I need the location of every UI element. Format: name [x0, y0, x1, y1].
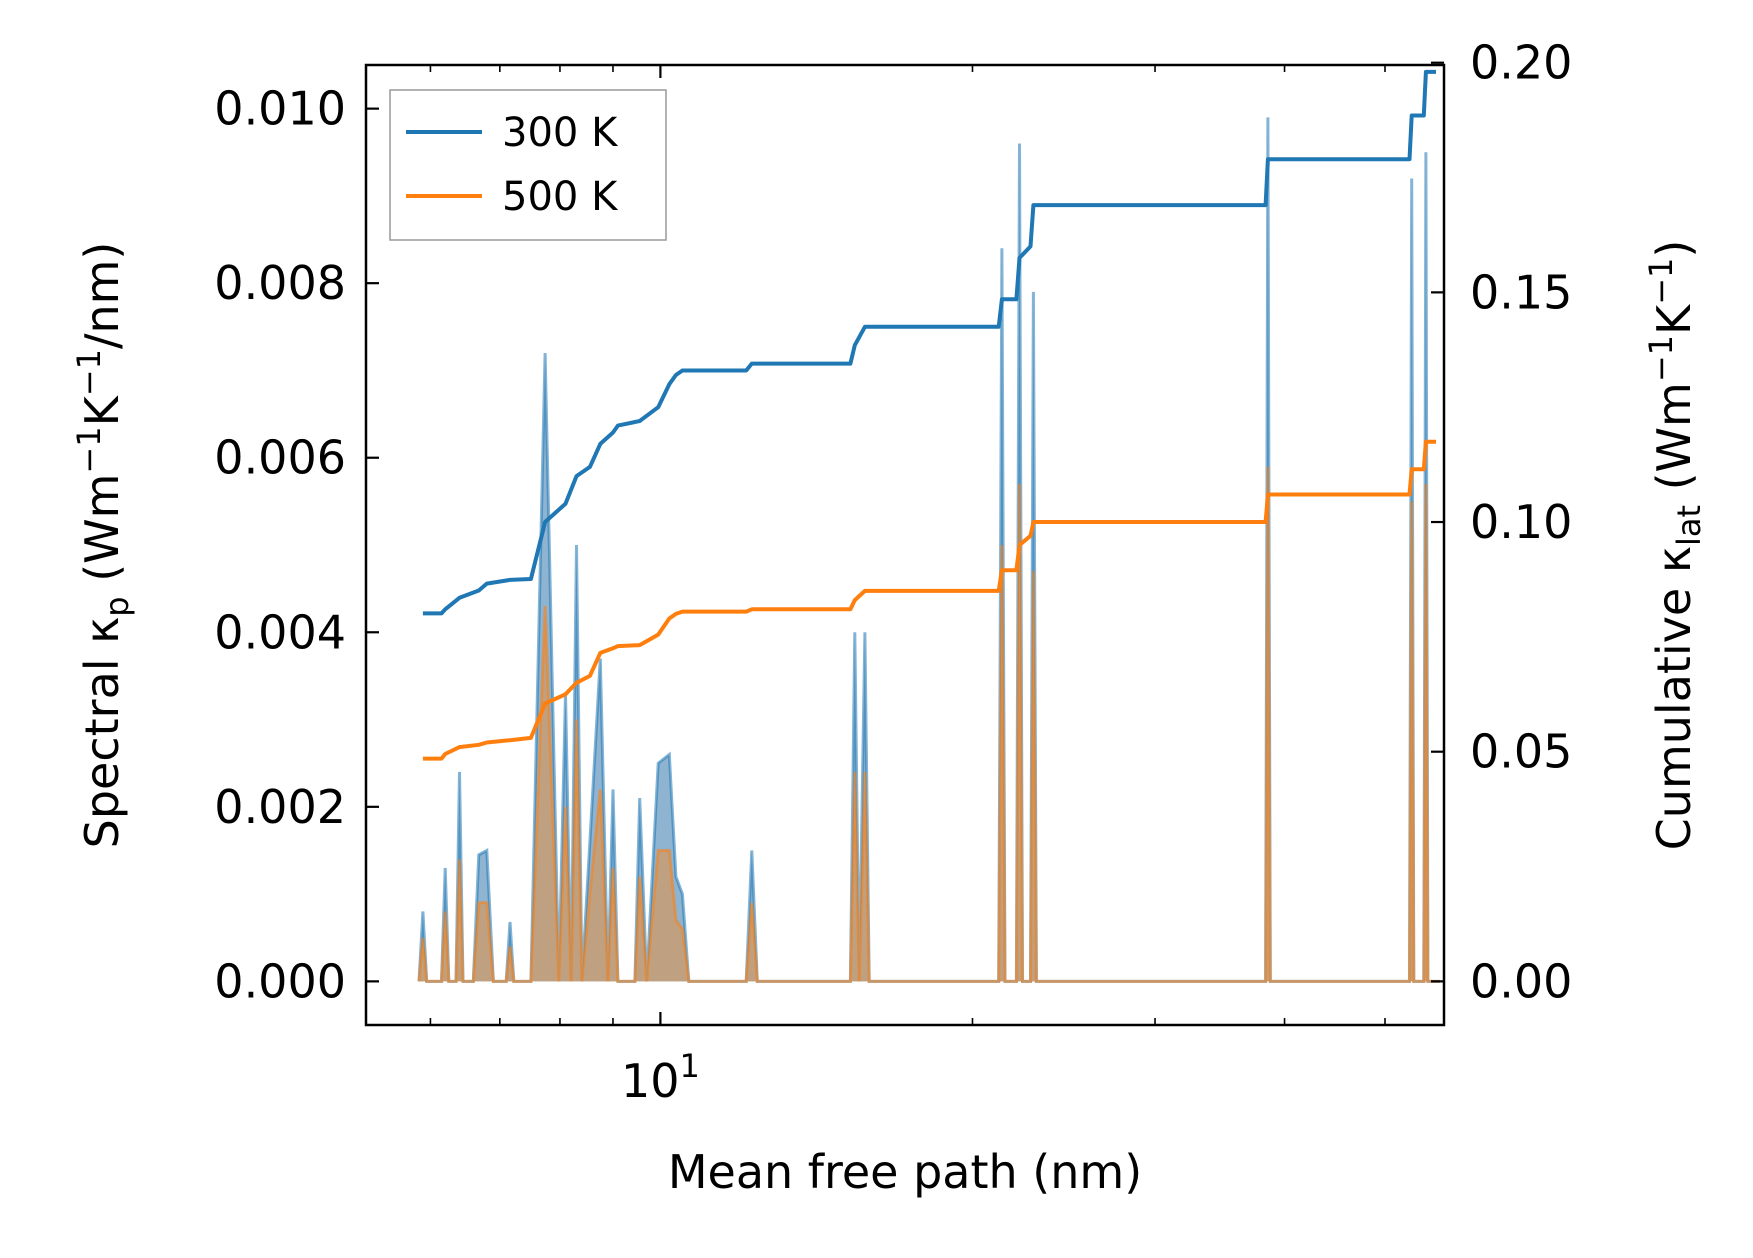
- y-right-tick-label: 0.05: [1470, 725, 1572, 779]
- x-tick-label-10: 101: [621, 1047, 700, 1108]
- y-left-tick-label: 0.008: [214, 256, 346, 310]
- legend: 300 K 500 K: [389, 89, 667, 241]
- legend-label-500k: 500 K: [502, 174, 619, 220]
- y-right-tick-labels: 0.00 0.05 0.10 0.15 0.20: [1470, 36, 1572, 1009]
- y-left-title-mid: K: [75, 394, 129, 426]
- y-right-title-exp2: −1: [1642, 258, 1680, 305]
- y-left-tick-label: 0.010: [214, 82, 346, 136]
- spectral-line-500k: [417, 466, 1440, 983]
- y-right-title-sub: lat: [1670, 505, 1708, 546]
- spectral-line-300k: [417, 117, 1440, 983]
- y-right-title-main: Cumulative κ: [1647, 546, 1701, 850]
- cumulative-line-300k: [422, 69, 1436, 616]
- series-lines: [422, 69, 1436, 761]
- y-right-title-close: ): [1647, 240, 1701, 258]
- y-left-tick-label: 0.002: [214, 780, 346, 834]
- y-left-title-exp1: −1: [70, 426, 108, 473]
- x-tick-exponent: 1: [680, 1047, 700, 1085]
- y-right-tick-label: 0.20: [1470, 36, 1572, 90]
- x-tick-base: 10: [621, 1054, 680, 1108]
- x-axis-title: Mean free path (nm): [668, 1145, 1142, 1199]
- legend-label-300k: 300 K: [502, 110, 619, 156]
- y-left-title-main: Spectral κ: [75, 617, 129, 849]
- cumulative-line-500k: [422, 439, 1436, 761]
- y-left-title-open: (Wm: [75, 474, 129, 597]
- spectral-fills: [417, 117, 1440, 983]
- y-left-title-exp2: −1: [70, 349, 108, 396]
- y-right-tick-label: 0.15: [1470, 265, 1572, 319]
- y-right-tick-label: 0.10: [1470, 495, 1572, 549]
- y-left-title-sub: p: [98, 596, 136, 616]
- y-right-title-open: (Wm: [1647, 382, 1701, 505]
- y-right-tick-label: 0.00: [1470, 954, 1572, 1008]
- y-left-tick-label: 0.004: [214, 605, 346, 659]
- y-right-title-mid: K: [1647, 303, 1701, 335]
- y-left-axis-title: Spectral κp (Wm−1K−1/nm): [70, 242, 136, 849]
- y-left-title-close: /nm): [75, 242, 129, 349]
- legend-box: [389, 89, 667, 241]
- y-right-axis-title: Cumulative κlat (Wm−1K−1): [1642, 240, 1708, 851]
- plot-frame: [364, 63, 1446, 1027]
- y-left-tick-label: 0.000: [214, 954, 346, 1008]
- y-left-tick-labels: 0.000 0.002 0.004 0.006 0.008 0.010: [214, 82, 346, 1009]
- y-right-title-exp1: −1: [1642, 335, 1680, 382]
- y-left-tick-label: 0.006: [214, 431, 346, 485]
- axis-ticks: [366, 61, 1444, 1025]
